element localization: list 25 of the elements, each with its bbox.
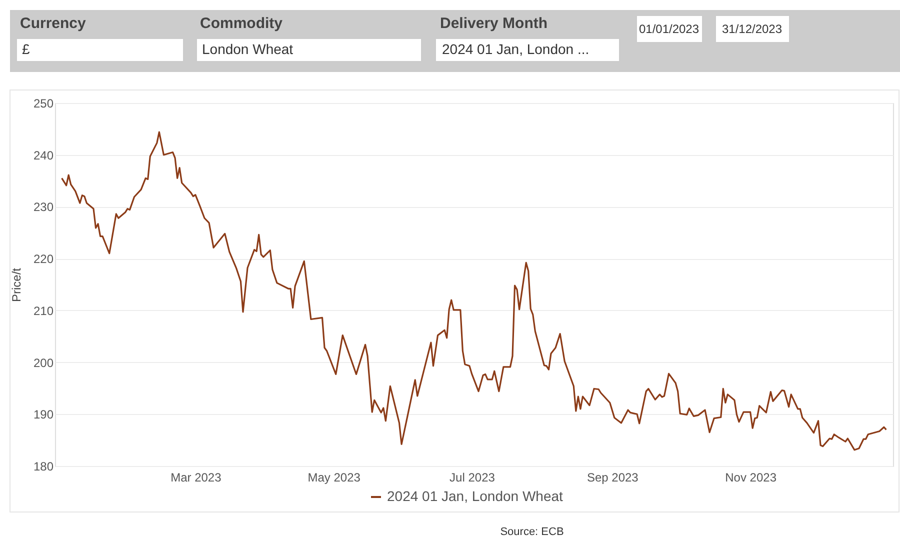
x-tick-label: Sep 2023	[586, 470, 639, 484]
y-tick-label: 230	[33, 200, 54, 214]
x-tick-label: May 2023	[308, 470, 361, 484]
text: 2024 01 Jan, London ...	[442, 41, 590, 57]
legend-label: 2024 01 Jan, London Wheat	[387, 488, 564, 504]
x-tick-label: Mar 2023	[170, 470, 222, 484]
text: 01/01/2023	[638, 22, 700, 36]
y-tick-label: 220	[33, 252, 54, 266]
line-series	[60, 131, 888, 451]
x-tick-label: Jul 2023	[450, 470, 496, 484]
text: Delivery Month	[440, 15, 548, 32]
y-tick-label: 250	[33, 96, 54, 110]
text: Currency	[20, 15, 87, 32]
y-tick-label: 180	[33, 460, 54, 474]
text: £	[22, 41, 30, 57]
y-tick-label: 200	[33, 356, 54, 370]
y-tick-label: 240	[33, 148, 54, 162]
text: London Wheat	[202, 41, 294, 57]
y-tick-label: 190	[33, 408, 54, 422]
text: 31/12/2023	[722, 22, 782, 36]
y-tick-label: 210	[33, 304, 54, 318]
source-note: Source: ECB	[500, 526, 564, 538]
x-tick-label: Nov 2023	[725, 470, 777, 484]
text: Commodity	[200, 15, 284, 32]
y-axis-title: Price/t	[9, 267, 24, 302]
